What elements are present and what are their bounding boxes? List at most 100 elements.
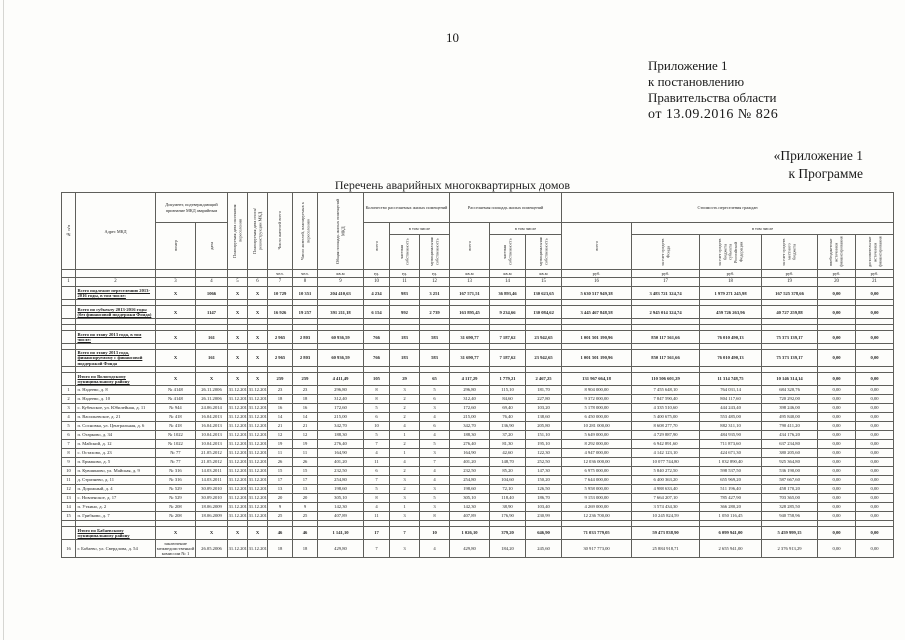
- address-cell: д. Стризнево, д. 11: [75, 475, 156, 485]
- appendix-line: Правительства области: [648, 90, 777, 105]
- value-cell: 495 840,00: [761, 412, 819, 422]
- value-cell: 138,60: [525, 412, 563, 422]
- value-cell: 6: [418, 421, 451, 431]
- value-cell: 31.12.2015: [227, 539, 248, 558]
- value-cell: 4: [418, 430, 451, 440]
- value-cell: 164,90: [317, 448, 364, 458]
- value-cell: 3 574 434,30: [631, 502, 701, 512]
- value-cell: 2 803: [292, 330, 318, 345]
- address-cell: п. Ермаково, д. 5: [75, 457, 156, 467]
- col-header-area-municipal-label: муниципальная собственность: [538, 237, 549, 266]
- unit-cell: руб.: [699, 269, 763, 279]
- value-cell: 1066: [195, 286, 228, 301]
- value-cell: 925 364,80: [761, 457, 819, 467]
- value-cell: 42,60: [489, 448, 527, 458]
- row-number-cell: 9: [61, 457, 76, 467]
- value-cell: 7: [389, 526, 420, 540]
- doc-date-cell: 14.03.2011: [195, 475, 228, 485]
- value-cell: 785 427,90: [699, 493, 763, 503]
- value-cell: 398 246,00: [761, 403, 819, 413]
- unit-cell: чел.: [267, 269, 293, 279]
- col-header-units-including: в том числе: [388, 222, 451, 235]
- value-cell: 9: [292, 502, 318, 512]
- value-cell: 8: [363, 394, 390, 404]
- empty-cell: [418, 343, 451, 351]
- value-cell: Х: [227, 286, 248, 301]
- row-number-cell: 10: [61, 466, 76, 476]
- value-cell: 60 936,59: [317, 349, 364, 367]
- row-number-cell: 4: [61, 412, 76, 422]
- value-cell: 1: [389, 448, 420, 458]
- value-cell: 31.12.2016: [247, 511, 268, 521]
- value-cell: 131 967 664,18: [561, 372, 633, 386]
- value-cell: 4 411,49: [317, 372, 364, 386]
- value-cell: 6 975 000,00: [561, 466, 633, 476]
- value-cell: 8: [363, 493, 390, 503]
- value-cell: 424 671,30: [699, 448, 763, 458]
- doc-date-cell: 14.03.2011: [195, 466, 228, 476]
- value-cell: 1147: [195, 305, 228, 320]
- value-cell: 4: [418, 412, 451, 422]
- value-cell: 8 904 000,00: [561, 385, 633, 395]
- value-cell: 19 257: [292, 305, 318, 320]
- value-cell: 31.12.2015: [227, 502, 248, 512]
- value-cell: 1 001 501 190,96: [561, 330, 633, 345]
- value-cell: 1 032 890,40: [699, 457, 763, 467]
- value-cell: 637 234,80: [761, 439, 819, 449]
- value-cell: 12: [267, 430, 293, 440]
- spacer-row: [61, 343, 895, 351]
- value-cell: Х: [155, 330, 196, 345]
- value-cell: 7 664 207,10: [631, 493, 701, 503]
- unit-cell: руб.: [855, 269, 895, 279]
- value-cell: 103,20: [525, 403, 563, 413]
- value-cell: 587 667,60: [761, 475, 819, 485]
- value-cell: 18: [267, 394, 293, 404]
- value-cell: 380 205,60: [761, 448, 819, 458]
- value-cell: 31.12.2016: [247, 466, 268, 476]
- col-header-units-municipal: муниципальная собственность: [418, 233, 451, 271]
- value-cell: 720 292,00: [761, 394, 819, 404]
- column-number-cell: 13: [449, 277, 491, 288]
- program-ref-block: «Приложение 1 к Программе: [774, 147, 863, 183]
- value-cell: 1 026,10: [449, 526, 491, 540]
- value-cell: 429,80: [317, 539, 364, 558]
- value-cell: 17: [292, 475, 318, 485]
- value-cell: 0,00: [817, 448, 857, 458]
- col-header-area-including: в том числе: [489, 222, 563, 235]
- value-cell: 23 942,65: [525, 330, 563, 345]
- value-cell: 850 117 561,66: [631, 349, 701, 367]
- column-number-cell: 3: [155, 277, 196, 288]
- value-cell: 804 117,60: [699, 394, 763, 404]
- value-cell: 703 365,00: [761, 493, 819, 503]
- value-cell: 2 739: [418, 305, 451, 320]
- value-cell: 8: [363, 385, 390, 395]
- value-cell: 13: [292, 484, 318, 494]
- value-cell: 31.12.2016: [247, 475, 268, 485]
- value-cell: 305,10: [317, 493, 364, 503]
- table-row: 8 с. Остахово, д. 23 № 77 21.05.2012 31.12.2…: [61, 448, 895, 458]
- table-row: 15 п. Грибково, д. 7 № 208 18.06.2009 31.12.…: [61, 511, 895, 521]
- col-header-units-total-label: всего: [373, 240, 379, 251]
- col-header-address: Адрес МКД: [75, 191, 156, 271]
- column-number-cell: 16: [561, 277, 633, 288]
- value-cell: 6: [418, 394, 451, 404]
- value-cell: 14: [267, 412, 293, 422]
- value-cell: 312,40: [449, 394, 491, 404]
- doc-number-cell: № 4148: [155, 394, 196, 404]
- appendix-date-line: от 13.09.2016 № 826: [648, 107, 779, 122]
- value-cell: 0,00: [855, 403, 895, 413]
- header-row-subsub: частная собственность муниципальная собс…: [62, 233, 895, 271]
- value-cell: 29: [389, 372, 420, 386]
- value-cell: 983: [389, 286, 420, 301]
- value-cell: 0,00: [855, 394, 895, 404]
- value-cell: 766: [363, 330, 390, 345]
- value-cell: 5: [363, 403, 390, 413]
- value-cell: 7 644 000,00: [561, 475, 633, 485]
- doc-date-cell: 30.09.2010: [195, 484, 228, 494]
- value-cell: 0,00: [855, 385, 895, 395]
- value-cell: Х: [247, 305, 268, 320]
- appendix-block: Приложение 1 к постановлению Правительст…: [648, 58, 778, 123]
- address-cell: с. Остахово, д. 23: [75, 448, 156, 458]
- value-cell: 5: [418, 439, 451, 449]
- value-cell: 172,60: [449, 403, 491, 413]
